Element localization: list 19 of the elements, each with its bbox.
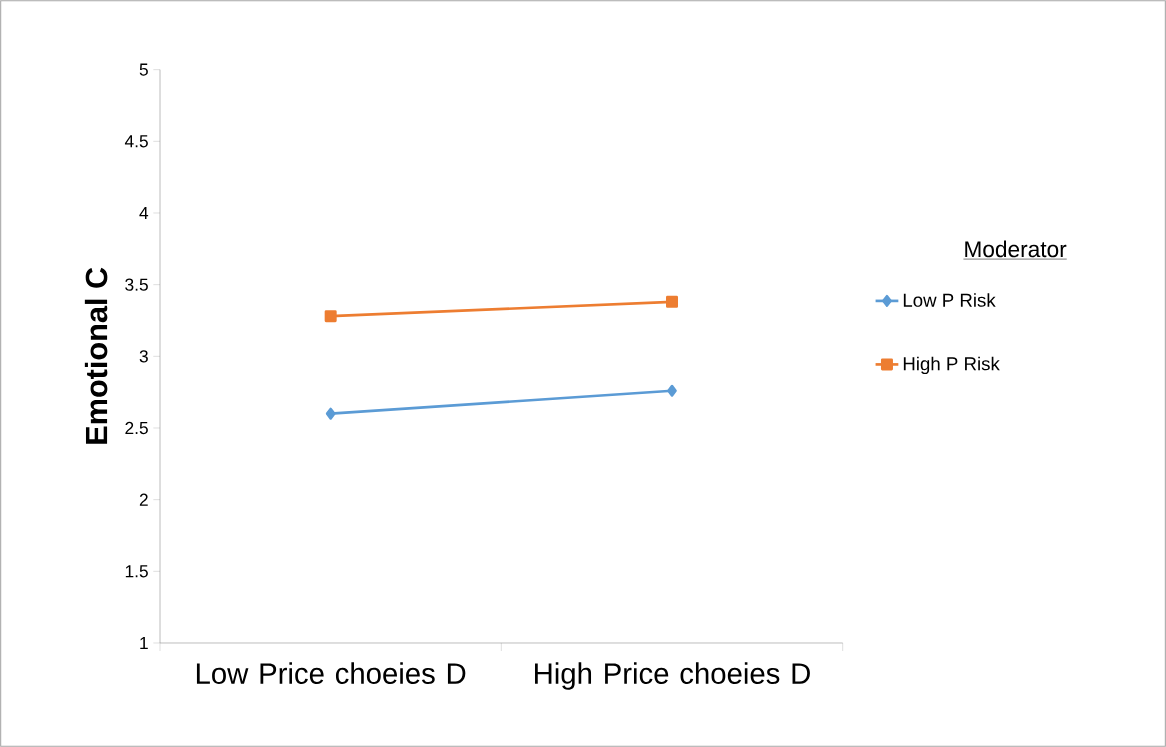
- legend-label: Low P Risk: [903, 293, 996, 307]
- point: [324, 310, 337, 323]
- legend-title: Moderator: [965, 240, 1067, 258]
- point: [667, 384, 677, 397]
- x-tick-label: Low Price choeies D: [196, 662, 466, 684]
- y-tick-label: 1: [140, 637, 148, 649]
- y-tick-label: 5: [139, 63, 148, 76]
- y-axis-title: Emotional C: [84, 267, 108, 444]
- point: [666, 295, 679, 308]
- legend-label: High P Risk: [903, 356, 1000, 375]
- y-tick-label: 2.5: [125, 421, 148, 435]
- point: [325, 407, 336, 420]
- y-tick-label: 4: [139, 207, 149, 219]
- y-tick-label: 1.5: [125, 565, 148, 578]
- y-tick-label: 3: [139, 350, 148, 363]
- y-tick-label: 4.5: [124, 135, 148, 148]
- y-tick-label: 2: [139, 493, 148, 506]
- y-tick-label: 3.5: [125, 278, 148, 291]
- x-tick-label: High Price choeies D: [535, 662, 810, 690]
